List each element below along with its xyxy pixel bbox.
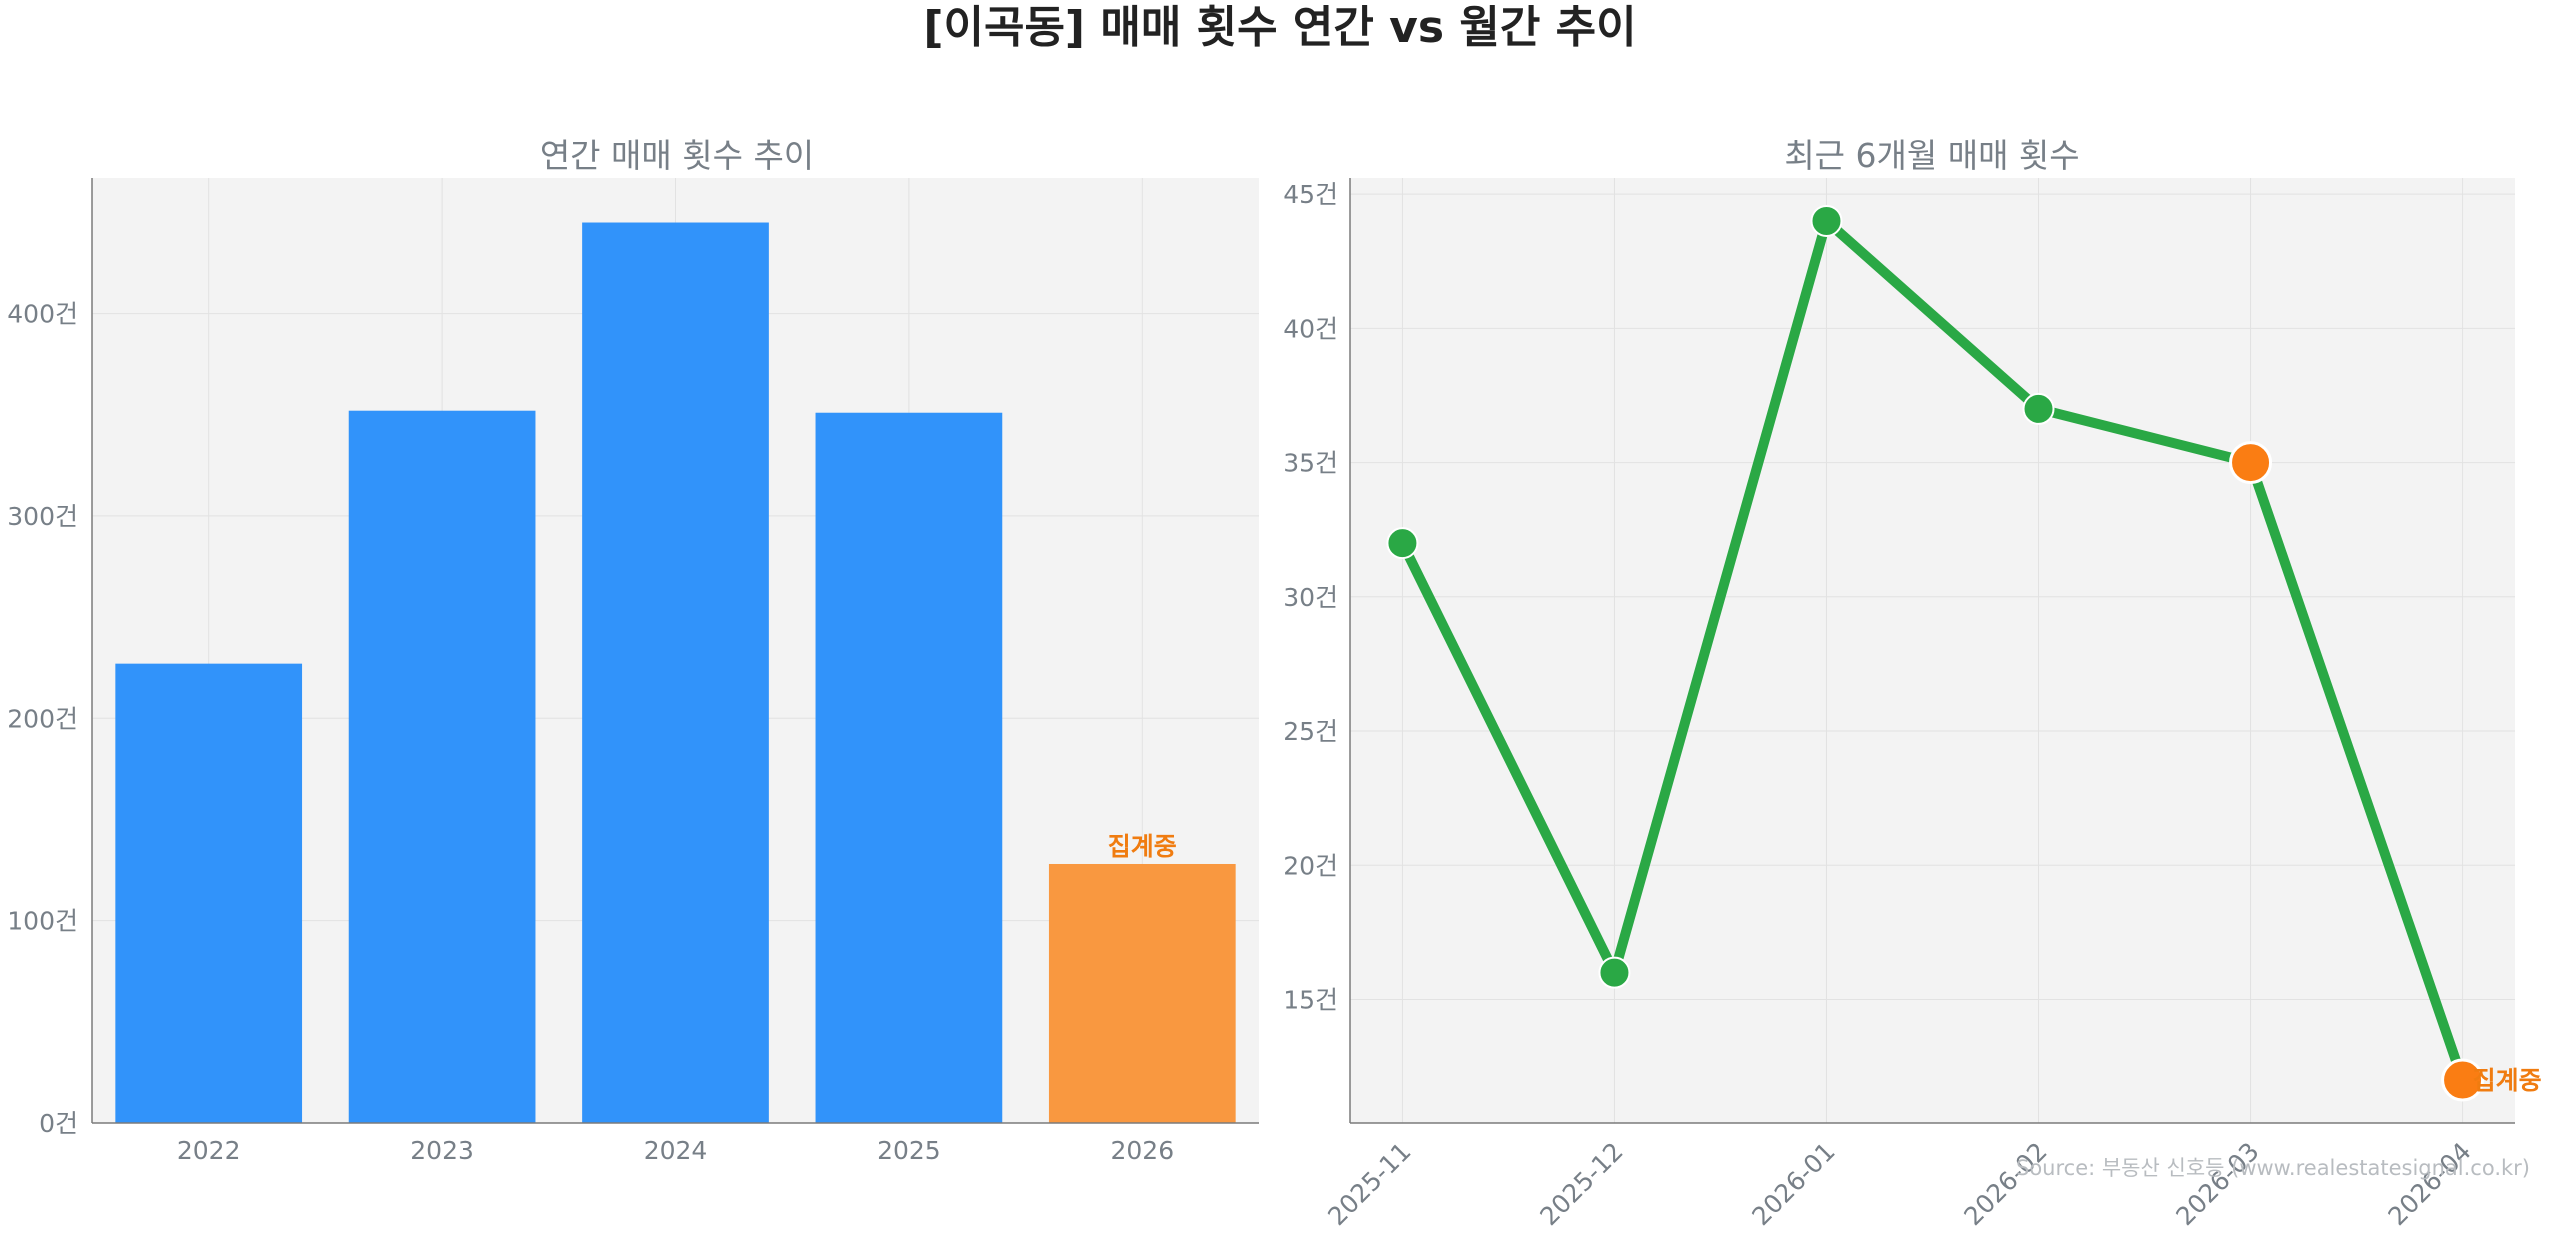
y-tick-label: 300건 [7, 502, 78, 531]
partial-annotation: 집계중 [2473, 1066, 2542, 1095]
y-tick-label: 200건 [7, 704, 78, 733]
annual-chart-title: 연간 매매 횟수 추이 [540, 136, 814, 175]
series-line [1397, 215, 2468, 1086]
monthly-line-chart: 최근 6개월 매매 횟수 15건 20건 25건 30건 35건 40건 45건 2025-1… [1283, 136, 2541, 1231]
y-tick-label: 400건 [7, 300, 78, 329]
monthly-chart-title: 최근 6개월 매매 횟수 [1784, 136, 2079, 175]
bar-2024 [582, 222, 769, 1124]
y-tick-label: 35건 [1283, 449, 1338, 478]
y-tick-label: 25건 [1283, 717, 1338, 746]
y-tick-label: 20건 [1283, 851, 1338, 880]
annual-bar-chart: 연간 매매 횟수 추이 0건 100건 200건 300건 400건 2022 2023 20… [7, 136, 1259, 1165]
x-tick-label: 2023 [410, 1136, 474, 1165]
x-tick-label: 2026 [1110, 1136, 1174, 1165]
x-tick-label: 2025-12 [1534, 1137, 1628, 1231]
point-2026-04 [2441, 1058, 2485, 1102]
y-tick-label: 0건 [39, 1109, 78, 1138]
source-note: Source: 부동산 신호등 (www.realestatesignal.co… [2016, 1156, 2530, 1180]
x-tick-label: 2025 [877, 1136, 941, 1165]
x-tick-label: 2026-03 [2170, 1137, 2264, 1231]
x-tick-label: 2025-11 [1322, 1137, 1416, 1231]
point-2026-03 [2229, 441, 2273, 485]
y-tick-label: 15건 [1283, 986, 1338, 1015]
y-tick-label: 45건 [1283, 180, 1338, 209]
partial-annotation: 집계중 [1108, 832, 1177, 861]
point-2026-01 [1810, 204, 1843, 237]
point-2025-12 [1598, 956, 1631, 989]
point-2026-02 [2022, 392, 2055, 425]
figure-title: [이곡동] 매매 횟수 연간 vs 월간 추이 [923, 2, 1636, 53]
plot-area [1350, 178, 2515, 1123]
point-2025-11 [1386, 527, 1419, 560]
y-tick-label: 100건 [7, 907, 78, 936]
x-tick-label: 2022 [177, 1136, 241, 1165]
x-tick-label: 2026-02 [1958, 1137, 2052, 1231]
bar-2025 [815, 412, 1003, 1124]
y-tick-label: 30건 [1283, 583, 1338, 612]
bar-2022 [115, 663, 303, 1123]
bar-2026 [1048, 863, 1236, 1123]
x-tick-label: 2026-04 [2382, 1137, 2476, 1231]
y-tick-label: 40건 [1283, 314, 1338, 343]
x-tick-label: 2026-01 [1746, 1137, 1840, 1231]
x-tick-label: 2024 [644, 1136, 708, 1165]
bar-2023 [348, 410, 536, 1124]
